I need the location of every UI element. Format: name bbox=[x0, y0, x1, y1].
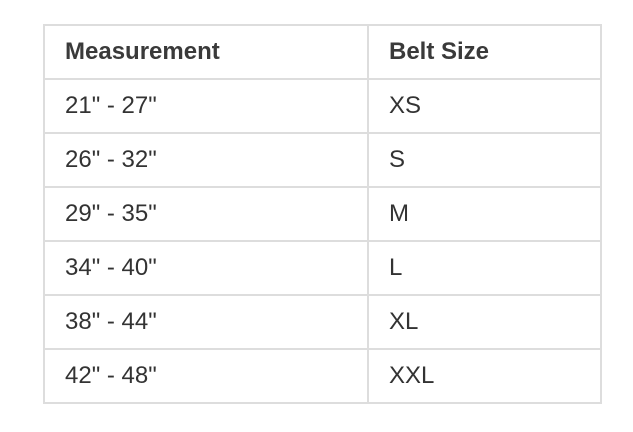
belt-size-cell: S bbox=[367, 132, 602, 188]
measurement-cell: 26" - 32" bbox=[43, 132, 369, 188]
header-belt-size: Belt Size bbox=[367, 24, 602, 80]
belt-size-cell: XS bbox=[367, 78, 602, 134]
table-row: 38" - 44" XL bbox=[43, 294, 602, 350]
header-measurement: Measurement bbox=[43, 24, 369, 80]
measurement-cell: 21" - 27" bbox=[43, 78, 369, 134]
belt-size-cell: M bbox=[367, 186, 602, 242]
table-header-row: Measurement Belt Size bbox=[43, 24, 602, 80]
measurement-cell: 42" - 48" bbox=[43, 348, 369, 404]
table-row: 26" - 32" S bbox=[43, 132, 602, 188]
table-row: 29" - 35" M bbox=[43, 186, 602, 242]
table-row: 34" - 40" L bbox=[43, 240, 602, 296]
belt-size-cell: L bbox=[367, 240, 602, 296]
belt-size-table: Measurement Belt Size 21" - 27" XS 26" - … bbox=[43, 24, 602, 404]
table-row: 21" - 27" XS bbox=[43, 78, 602, 134]
table-row: 42" - 48" XXL bbox=[43, 348, 602, 404]
belt-size-cell: XXL bbox=[367, 348, 602, 404]
measurement-cell: 38" - 44" bbox=[43, 294, 369, 350]
belt-size-cell: XL bbox=[367, 294, 602, 350]
measurement-cell: 34" - 40" bbox=[43, 240, 369, 296]
measurement-cell: 29" - 35" bbox=[43, 186, 369, 242]
